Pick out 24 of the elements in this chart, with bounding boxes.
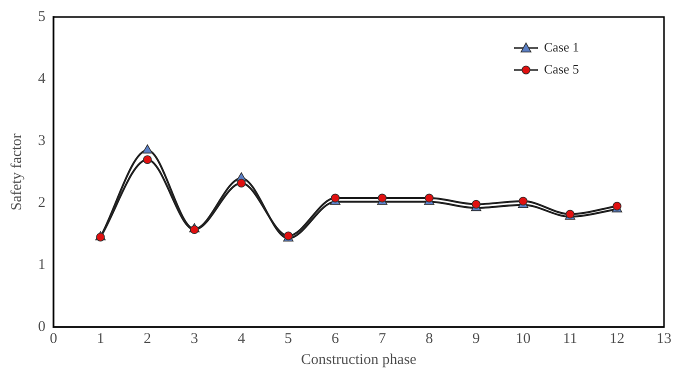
x-tick-label: 12 [610, 330, 625, 347]
y-tick-label: 4 [38, 70, 46, 87]
x-tick-label: 2 [144, 330, 152, 347]
y-tick-label: 5 [38, 8, 46, 25]
x-tick-label: 11 [562, 330, 578, 347]
y-tick-label: 2 [38, 194, 46, 211]
x-tick-label: 3 [190, 330, 198, 347]
x-tick-label: 4 [238, 330, 246, 347]
x-axis-title: Construction phase [301, 352, 417, 368]
y-tick-label: 3 [38, 132, 46, 149]
x-tick-label: 0 [50, 330, 58, 347]
x-tick-label: 9 [472, 330, 480, 347]
x-tick-label: 5 [284, 330, 292, 347]
x-tick-label: 1 [96, 330, 104, 347]
x-tick-label: 8 [425, 330, 433, 347]
legend-label: Case 5 [544, 61, 580, 76]
y-tick-label: 0 [38, 318, 46, 335]
legend-label: Case 1 [544, 39, 580, 54]
x-tick-label: 6 [332, 330, 340, 347]
x-tick-label: 7 [378, 330, 386, 347]
x-tick-label: 10 [516, 330, 531, 347]
y-tick-label: 1 [38, 256, 46, 273]
y-axis-title: Safety factor [8, 133, 25, 211]
x-tick-label: 13 [656, 330, 672, 347]
